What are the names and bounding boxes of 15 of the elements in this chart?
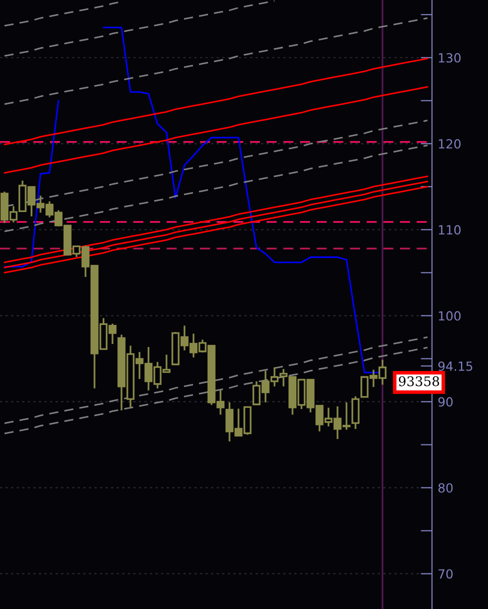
line-series xyxy=(4,0,276,57)
line-series xyxy=(4,144,428,232)
y-tick-label: 90 xyxy=(438,397,453,407)
annotation: 93358 xyxy=(398,376,440,386)
candlestick xyxy=(352,396,360,430)
y-tick-label: 130 xyxy=(438,53,461,63)
y-tick-label: 80 xyxy=(438,483,453,493)
y-tick-label: 70 xyxy=(438,569,453,579)
y-tick-label: 94.15 xyxy=(438,361,472,371)
line-series xyxy=(4,86,428,174)
y-tick-label: 100 xyxy=(438,311,461,321)
line-series xyxy=(4,17,428,105)
line-series xyxy=(4,58,428,146)
y-tick-label: 110 xyxy=(438,225,461,235)
y-tick-label: 120 xyxy=(438,139,461,149)
